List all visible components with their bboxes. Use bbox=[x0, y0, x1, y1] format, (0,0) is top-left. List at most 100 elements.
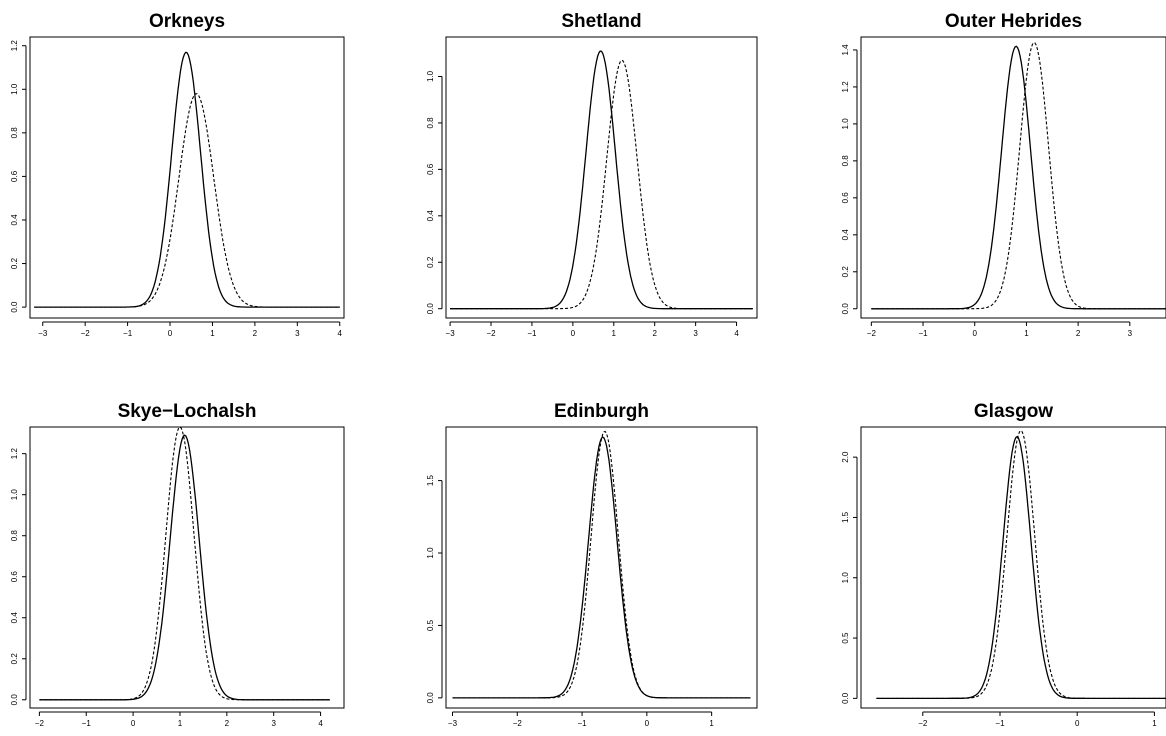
x-tick-label: −3 bbox=[446, 329, 456, 338]
y-tick-label: 0.0 bbox=[10, 301, 19, 313]
y-tick-label: 0.0 bbox=[841, 303, 850, 315]
y-tick-label: 1.0 bbox=[426, 547, 435, 559]
x-tick-label: −2 bbox=[513, 719, 523, 728]
panel-title: Outer Hebrides bbox=[945, 11, 1082, 32]
y-tick-label: 0.0 bbox=[10, 694, 19, 706]
density-curve-solid bbox=[876, 435, 1166, 700]
y-tick-label: 1.5 bbox=[841, 511, 850, 523]
x-tick-label: −2 bbox=[867, 329, 877, 338]
y-tick-label: 0.6 bbox=[841, 192, 850, 204]
x-tick-label: 0 bbox=[571, 329, 576, 338]
x-tick-label: 0 bbox=[645, 719, 650, 728]
x-tick-label: −3 bbox=[38, 329, 48, 338]
y-tick-label: 1.2 bbox=[10, 448, 19, 460]
y-tick-label: 1.4 bbox=[841, 44, 850, 56]
panel-1: Shetland −3 −2 −1 0 1 2 3 4 0.0 0.2 0.4 0.6 0.8 1.0 bbox=[426, 11, 758, 338]
density-curve-dashed bbox=[34, 93, 340, 308]
x-tick-label: 3 bbox=[271, 719, 276, 728]
y-tick-label: 0.8 bbox=[426, 117, 435, 129]
density-curve-dashed bbox=[450, 59, 753, 310]
x-tick-label: −2 bbox=[81, 329, 91, 338]
y-tick-label: 0.2 bbox=[10, 653, 19, 665]
x-tick-label: 1 bbox=[178, 719, 183, 728]
density-curve-solid bbox=[450, 50, 753, 310]
y-tick-label: 0.2 bbox=[841, 266, 850, 278]
density-curve-dashed bbox=[39, 427, 330, 701]
x-tick-label: 3 bbox=[1128, 329, 1133, 338]
x-tick-label: −1 bbox=[578, 719, 588, 728]
x-tick-label: 2 bbox=[253, 329, 258, 338]
x-tick-label: 2 bbox=[652, 329, 657, 338]
panel-4: Edinburgh −3 −2 −1 0 1 0.0 0.5 1.0 1.5 bbox=[426, 401, 758, 728]
panel-title: Glasgow bbox=[974, 401, 1053, 422]
y-tick-label: 1.0 bbox=[426, 70, 435, 82]
y-tick-label: 0.8 bbox=[10, 127, 19, 139]
x-tick-label: −3 bbox=[448, 719, 458, 728]
y-tick-label: 0.4 bbox=[10, 214, 19, 226]
x-tick-label: −1 bbox=[82, 719, 92, 728]
panel-2: Outer Hebrides −2 −1 0 1 2 3 0.0 0.2 0.4 0.6 0.8 1.0… bbox=[841, 11, 1166, 338]
x-tick-label: −2 bbox=[486, 329, 496, 338]
x-tick-label: 0 bbox=[168, 329, 173, 338]
plot-frame bbox=[860, 36, 1166, 319]
x-tick-label: 4 bbox=[338, 329, 343, 338]
y-tick-label: 2.0 bbox=[841, 451, 850, 463]
x-tick-label: 1 bbox=[210, 329, 215, 338]
x-tick-label: 1 bbox=[612, 329, 617, 338]
y-tick-label: 0.0 bbox=[426, 692, 435, 704]
panel-0: Orkneys −3 −2 −1 0 1 2 3 4 0.0 0.2 0.4 0.6 0.8 1.0 1.2 bbox=[10, 11, 345, 338]
y-tick-label: 1.0 bbox=[841, 118, 850, 130]
y-tick-label: 0.2 bbox=[426, 256, 435, 268]
density-curve-dashed bbox=[452, 430, 751, 699]
y-tick-label: 0.0 bbox=[841, 692, 850, 704]
x-tick-label: 1 bbox=[1152, 719, 1157, 728]
x-tick-label: 3 bbox=[693, 329, 698, 338]
y-tick-label: 0.5 bbox=[426, 619, 435, 631]
panel-3: Skye−Lochalsh −2 −1 0 1 2 3 4 0.0 0.2 0.4 0.6 0.8 1.0… bbox=[10, 401, 345, 728]
x-tick-label: 4 bbox=[318, 719, 323, 728]
y-tick-label: 0.0 bbox=[426, 303, 435, 315]
y-tick-label: 1.0 bbox=[841, 572, 850, 584]
x-tick-label: −1 bbox=[123, 329, 133, 338]
plot-frame bbox=[29, 36, 345, 319]
x-tick-label: 0 bbox=[973, 329, 978, 338]
panel-title: Skye−Lochalsh bbox=[118, 401, 257, 422]
y-tick-label: 0.6 bbox=[10, 170, 19, 182]
x-tick-label: 4 bbox=[734, 329, 739, 338]
panel-5: Glasgow −2 −1 0 1 0.0 0.5 1.0 1.5 2.0 bbox=[841, 401, 1166, 728]
plot-frame bbox=[29, 426, 345, 709]
density-curve-solid bbox=[39, 434, 330, 701]
y-tick-label: 0.2 bbox=[10, 257, 19, 269]
density-curve-dashed bbox=[871, 42, 1166, 310]
y-tick-label: 0.8 bbox=[10, 530, 19, 542]
y-tick-label: 0.4 bbox=[841, 229, 850, 241]
x-tick-label: 2 bbox=[225, 719, 230, 728]
x-tick-label: 3 bbox=[295, 329, 300, 338]
x-tick-label: 0 bbox=[131, 719, 136, 728]
x-tick-label: −1 bbox=[918, 329, 928, 338]
y-tick-label: 0.5 bbox=[841, 632, 850, 644]
density-curve-solid bbox=[871, 45, 1166, 310]
y-tick-label: 1.0 bbox=[10, 83, 19, 95]
x-tick-label: −1 bbox=[527, 329, 537, 338]
y-tick-label: 0.4 bbox=[10, 612, 19, 624]
panel-title: Shetland bbox=[561, 11, 641, 32]
y-tick-label: 0.8 bbox=[841, 155, 850, 167]
plot-frame bbox=[445, 426, 758, 709]
plot-frame bbox=[445, 36, 758, 319]
y-tick-label: 0.4 bbox=[426, 210, 435, 222]
y-tick-label: 0.6 bbox=[426, 163, 435, 175]
y-tick-label: 0.6 bbox=[10, 571, 19, 583]
x-tick-label: −2 bbox=[35, 719, 45, 728]
plot-frame bbox=[860, 426, 1166, 709]
x-tick-label: 1 bbox=[1024, 329, 1029, 338]
y-tick-label: 1.0 bbox=[10, 489, 19, 501]
x-tick-label: −2 bbox=[918, 719, 928, 728]
density-curve-dashed bbox=[876, 429, 1166, 699]
x-tick-label: −1 bbox=[995, 719, 1005, 728]
y-tick-label: 1.2 bbox=[841, 81, 850, 93]
density-curve-solid bbox=[34, 51, 340, 308]
x-tick-label: 0 bbox=[1075, 719, 1080, 728]
x-tick-label: 1 bbox=[709, 719, 714, 728]
